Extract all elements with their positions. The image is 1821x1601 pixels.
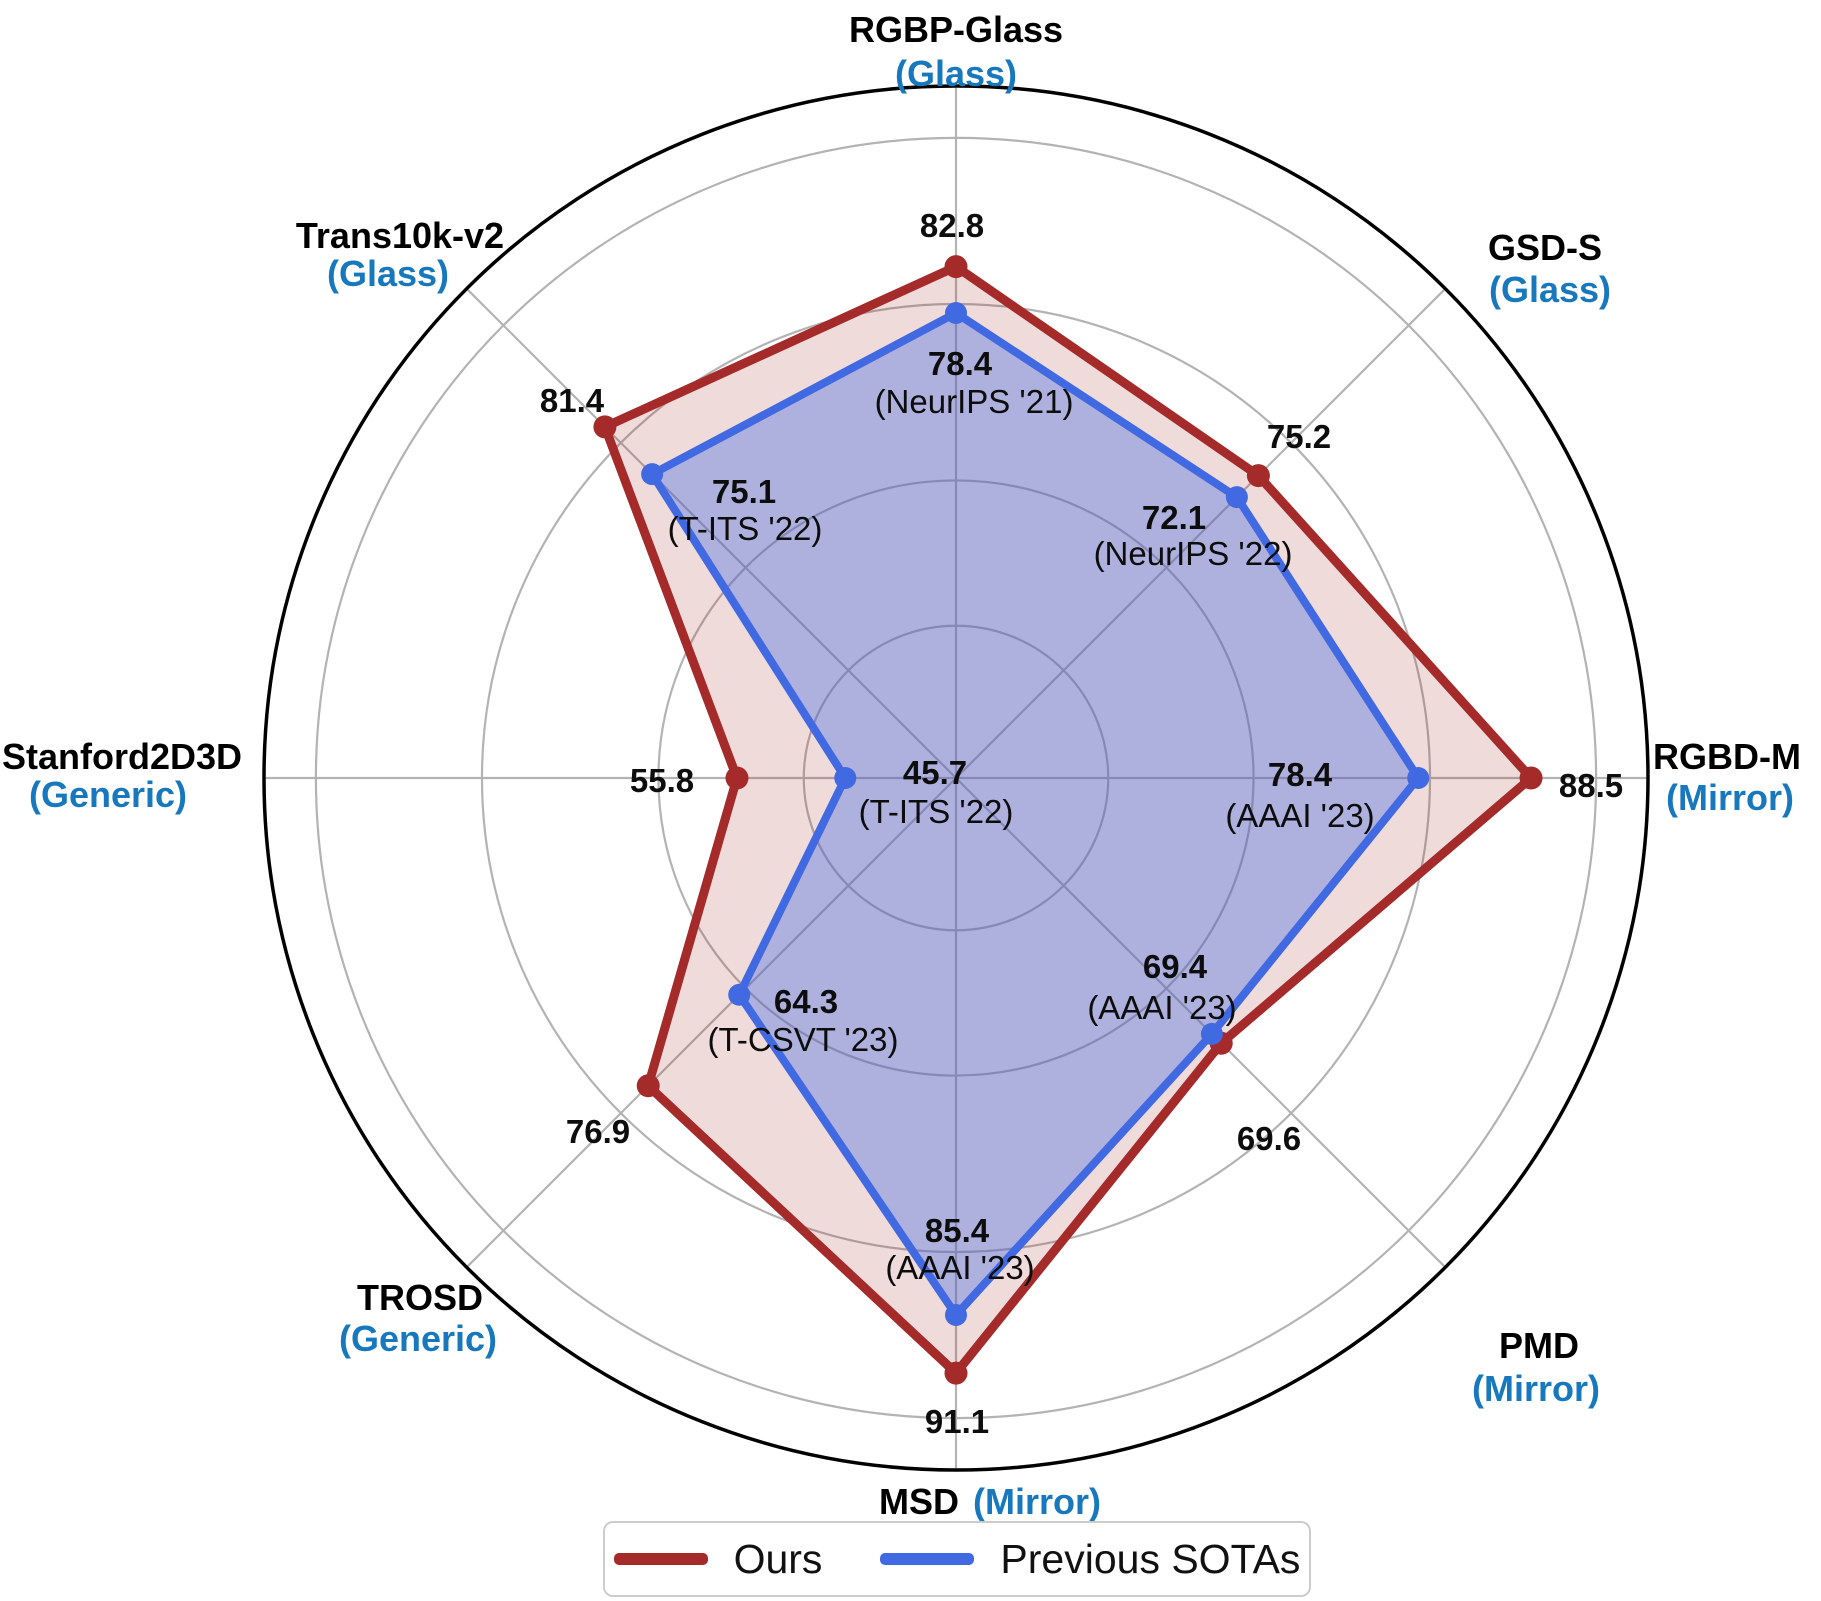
axis-category-gsd-s: (Glass) [1489, 269, 1611, 310]
prev-value-trans10k-v2: 75.1 [712, 473, 776, 510]
prev-data-point [1225, 486, 1248, 509]
axis-category-pmd: (Mirror) [1472, 1368, 1600, 1409]
ours-data-point [725, 766, 749, 790]
legend-item-ours: Ours [613, 1535, 823, 1582]
polar-gridline-circle [314, 136, 1598, 1420]
prev-area-fill [652, 313, 1419, 1315]
ours-data-point [636, 1074, 660, 1098]
prev-value-labels: 78.4 (NeurIPS '21) 72.1 (NeurIPS '22) 78… [668, 345, 1375, 1286]
polar-gridline-circle [657, 479, 1255, 1077]
prev-venue-rgbd-m: (AAAI '23) [1225, 797, 1374, 834]
axis-category-trans10k-v2: (Glass) [327, 253, 449, 294]
axis-category-rgbp-glass: (Glass) [895, 53, 1017, 94]
ours-line-swatch-icon [613, 1553, 708, 1565]
ours-value-stanford2d3d: 55.8 [630, 762, 694, 799]
ours-data-point [944, 255, 968, 279]
prev-value-msd: 85.4 [925, 1212, 990, 1249]
prev-value-rgbp-glass: 78.4 [928, 345, 993, 382]
prev-venue-trans10k-v2: (T-ITS '22) [668, 510, 823, 547]
ours-data-point [593, 415, 617, 439]
ours-value-pmd: 69.6 [1237, 1120, 1301, 1157]
prev-data-point [1407, 767, 1430, 789]
legend-item-prev: Previous SOTAs [880, 1535, 1301, 1582]
prev-value-trosd: 64.3 [774, 983, 838, 1020]
axis-title-gsd-s: GSD-S [1488, 227, 1602, 268]
prev-venue-trosd: (T-CSVT '23) [708, 1021, 899, 1058]
polar-spoke [465, 777, 957, 1269]
axis-title-msd: MSD (Mirror) [879, 1481, 1101, 1522]
polar-outer-ring [262, 84, 1650, 1472]
polar-spoke [465, 287, 957, 779]
ours-data-point [944, 1361, 968, 1385]
prev-venue-rgbp-glass: (NeurIPS '21) [875, 383, 1074, 420]
prev-venue-stanford2d3d: (T-ITS '22) [859, 793, 1014, 830]
ours-value-gsd-s: 75.2 [1267, 418, 1331, 455]
prev-value-gsd-s: 72.1 [1142, 499, 1206, 536]
ours-value-trosd: 76.9 [566, 1113, 630, 1150]
ours-value-labels: 82.8 75.2 88.5 69.6 91.1 76.9 55.8 81.4 [540, 207, 1623, 1440]
ours-value-rgbd-m: 88.5 [1559, 767, 1623, 804]
ours-value-msd: 91.1 [925, 1403, 989, 1440]
ours-value-trans10k-v2: 81.4 [540, 382, 605, 419]
axis-category-stanford2d3d: (Generic) [29, 774, 187, 815]
prev-line-swatch-icon [880, 1553, 975, 1565]
ours-area-fill [604, 266, 1532, 1374]
legend-label-prev: Previous SOTAs [1000, 1535, 1301, 1582]
axis-title-stanford2d3d: Stanford2D3D [2, 736, 242, 777]
axis-title-pmd: PMD [1499, 1325, 1579, 1366]
ours-data-point [1246, 464, 1270, 488]
axis-title-msd-name: MSD [879, 1481, 959, 1522]
axis-title-rgbd-m: RGBD-M [1653, 736, 1801, 777]
prev-data-point [641, 463, 664, 486]
prev-venue-pmd: (AAAI '23) [1087, 989, 1236, 1026]
prev-value-stanford2d3d: 45.7 [903, 754, 967, 791]
axis-title-trosd: TROSD [357, 1277, 483, 1318]
polar-spoke [955, 777, 1447, 1269]
prev-value-pmd: 69.4 [1143, 948, 1208, 985]
polar-gridline-circle [802, 624, 1110, 932]
ours-value-rgbp-glass: 82.8 [920, 207, 984, 244]
series-polygons [593, 255, 1543, 1385]
axis-category-rgbd-m: (Mirror) [1666, 777, 1794, 818]
axis-category-msd: (Mirror) [973, 1481, 1101, 1522]
prev-value-rgbd-m: 78.4 [1268, 756, 1333, 793]
prev-venue-msd: (AAAI '23) [885, 1249, 1034, 1286]
axis-category-trosd: (Generic) [339, 1318, 497, 1359]
prev-data-point [834, 767, 857, 789]
axis-title-rgbp-glass: RGBP-Glass [849, 9, 1063, 50]
prev-venue-gsd-s: (NeurIPS '22) [1094, 535, 1293, 572]
polar-spoke [955, 287, 1447, 779]
legend-label-ours: Ours [733, 1535, 823, 1582]
prev-data-point [1200, 1022, 1223, 1045]
axis-title-trans10k-v2: Trans10k-v2 [296, 215, 504, 256]
prev-data-point [728, 983, 751, 1006]
axis-titles: RGBP-Glass (Glass) GSD-S (Glass) RGBD-M … [2, 9, 1801, 1522]
legend: Ours Previous SOTAs [603, 1521, 1311, 1597]
prev-data-point [945, 301, 967, 324]
prev-data-point [945, 1303, 967, 1326]
polar-grid [262, 84, 1650, 1472]
ours-data-point [1519, 766, 1543, 790]
